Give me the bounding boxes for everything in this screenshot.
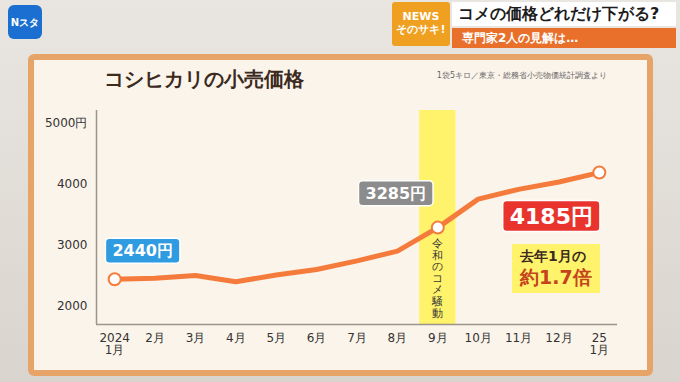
html-text:去年1月の: 去年1月の [520,248,586,264]
svg-text:4月: 4月 [226,331,246,345]
svg-text:2月: 2月 [145,331,165,345]
html-text:1袋5キロ／東京・総務省小売物価統計調査より: 1袋5キロ／東京・総務省小売物価統計調査より [436,71,607,80]
svg-text:5000円: 5000円 [45,116,88,130]
svg-text:12月: 12月 [545,331,572,345]
svg-text:11月: 11月 [505,331,532,345]
html-text:専門家2人の見解は…: 専門家2人の見解は… [462,30,579,45]
svg-text:2440円: 2440円 [112,241,173,260]
svg-text:3000: 3000 [57,238,88,252]
svg-text:3月: 3月 [186,331,206,345]
svg-text:251月: 251月 [590,331,610,357]
svg-text:2000: 2000 [57,299,88,313]
svg-text:6月: 6月 [307,331,327,345]
svg-text:9月: 9月 [428,331,448,345]
svg-text:5月: 5月 [266,331,286,345]
html-text:Nスタ: Nスタ [10,16,40,28]
svg-text:4185円: 4185円 [510,204,593,229]
html-text:コシヒカリの小売価格: コシヒカリの小売価格 [104,67,304,91]
html-text:そのサキ!: そのサキ! [396,23,446,36]
html-text:約1.7倍: 約1.7倍 [520,265,592,288]
svg-text:7月: 7月 [347,331,367,345]
svg-text:20241月: 20241月 [99,331,130,357]
svg-text:3285円: 3285円 [366,184,427,203]
svg-text:4000: 4000 [57,177,88,191]
svg-text:8月: 8月 [388,331,408,345]
svg-text:10月: 10月 [465,331,492,345]
svg-text:令和のコメ騒動: 令和のコメ騒動 [431,237,443,319]
html-text:コメの価格どれだけ下がる?: コメの価格どれだけ下がる? [458,3,660,23]
html-text:NEWS: NEWS [402,10,440,24]
